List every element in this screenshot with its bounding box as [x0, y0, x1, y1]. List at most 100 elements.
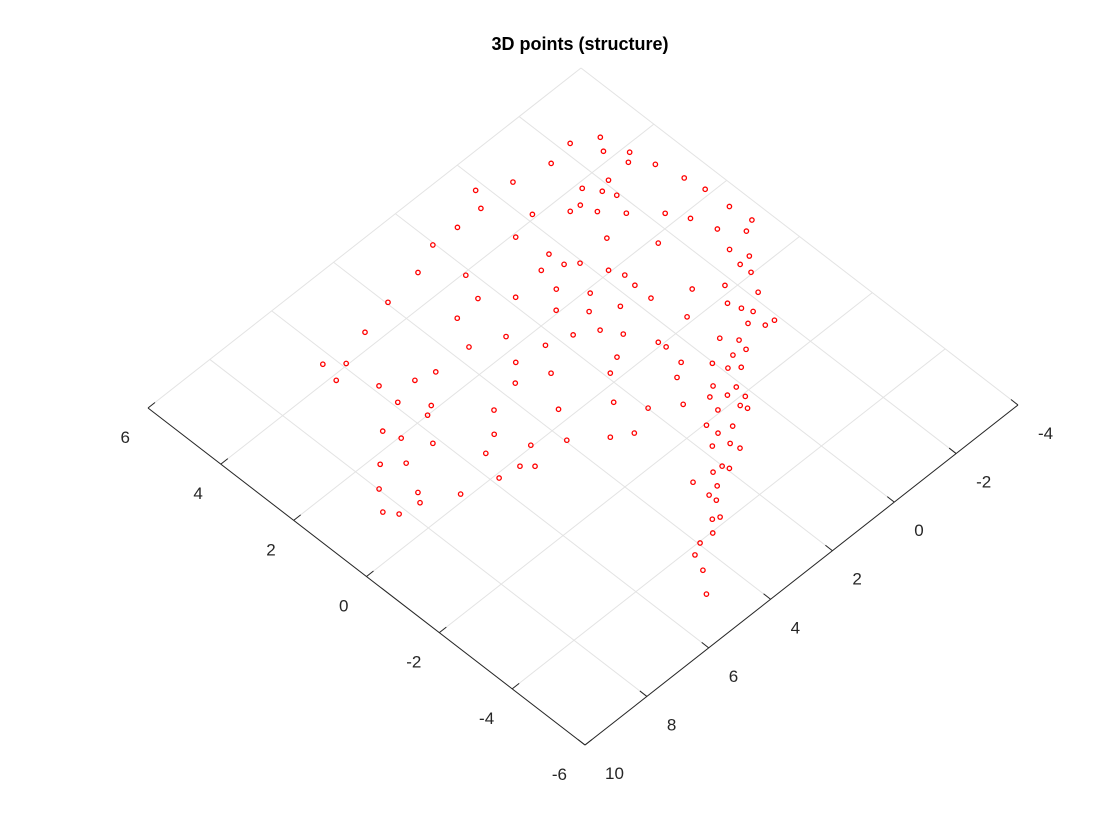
point	[517, 463, 523, 470]
grid-line	[147, 67, 582, 409]
y-tick-label: 4	[193, 484, 202, 503]
x-tick	[1010, 399, 1019, 406]
y-tick-label: -4	[479, 709, 494, 728]
point	[529, 211, 536, 218]
point	[713, 497, 720, 504]
y-tick	[439, 626, 447, 634]
x-tick	[763, 593, 771, 600]
point	[610, 399, 617, 406]
point	[655, 339, 662, 346]
point	[546, 251, 552, 257]
point	[717, 514, 723, 520]
point	[648, 295, 654, 301]
grid-line	[293, 179, 727, 521]
point	[729, 423, 736, 429]
point	[709, 530, 716, 536]
point	[577, 260, 583, 267]
point	[563, 437, 570, 444]
point	[725, 365, 731, 371]
point	[626, 149, 633, 156]
point	[538, 267, 545, 274]
x-tick-label: 4	[791, 618, 800, 637]
point	[738, 305, 745, 312]
point	[607, 434, 614, 441]
point	[715, 430, 721, 436]
point	[600, 148, 607, 155]
x-tick	[701, 641, 710, 649]
grid-line	[511, 348, 946, 690]
point	[726, 203, 733, 210]
point	[623, 210, 630, 217]
point	[542, 342, 549, 349]
point	[577, 202, 584, 208]
point	[548, 160, 555, 167]
point	[737, 445, 743, 452]
point	[687, 215, 694, 222]
point	[738, 364, 745, 371]
point	[594, 208, 601, 215]
point	[726, 465, 733, 472]
point	[750, 308, 756, 315]
point	[527, 442, 534, 449]
point	[709, 360, 716, 367]
point	[652, 161, 659, 168]
x-tick	[639, 690, 648, 697]
chart-title: 3D points (structure)	[491, 34, 668, 54]
point	[599, 188, 606, 195]
point	[379, 428, 386, 434]
point	[424, 412, 431, 419]
point	[710, 469, 716, 475]
point	[398, 435, 405, 442]
point	[496, 475, 502, 481]
point	[586, 308, 592, 315]
point	[703, 591, 710, 597]
point	[428, 402, 435, 409]
point	[394, 399, 401, 406]
point	[512, 234, 519, 241]
point	[733, 384, 740, 390]
point	[454, 315, 461, 322]
point	[745, 320, 751, 327]
y-tick	[366, 570, 374, 577]
point	[730, 352, 736, 358]
point	[376, 486, 382, 492]
point	[726, 246, 733, 253]
point	[744, 405, 751, 412]
x-tick-label: 8	[667, 715, 676, 734]
x-tick	[948, 447, 957, 454]
x-tick	[825, 544, 833, 552]
point	[491, 431, 498, 438]
point	[762, 322, 769, 329]
point	[462, 272, 469, 279]
point	[748, 269, 754, 276]
point	[716, 335, 723, 342]
y-tick	[511, 682, 520, 690]
y-tick-label: -6	[552, 765, 567, 784]
y-tick	[147, 402, 156, 409]
point	[645, 405, 651, 411]
x-tick-label: -4	[1038, 424, 1053, 443]
point	[512, 380, 519, 387]
point	[742, 393, 749, 400]
point	[503, 333, 509, 340]
point	[415, 489, 421, 496]
point	[567, 208, 574, 215]
y-tick-label: 2	[266, 540, 275, 559]
point	[680, 401, 687, 408]
point	[617, 303, 624, 310]
point	[749, 217, 755, 223]
point	[553, 307, 560, 314]
point	[620, 331, 627, 337]
point	[674, 374, 680, 381]
point	[472, 187, 479, 194]
point	[385, 299, 391, 306]
point	[457, 491, 464, 497]
y-tick-label: 0	[339, 597, 348, 616]
point	[430, 440, 436, 447]
point	[771, 317, 778, 324]
point	[678, 359, 684, 366]
point	[706, 492, 712, 498]
x-tick-label: 6	[729, 667, 738, 686]
